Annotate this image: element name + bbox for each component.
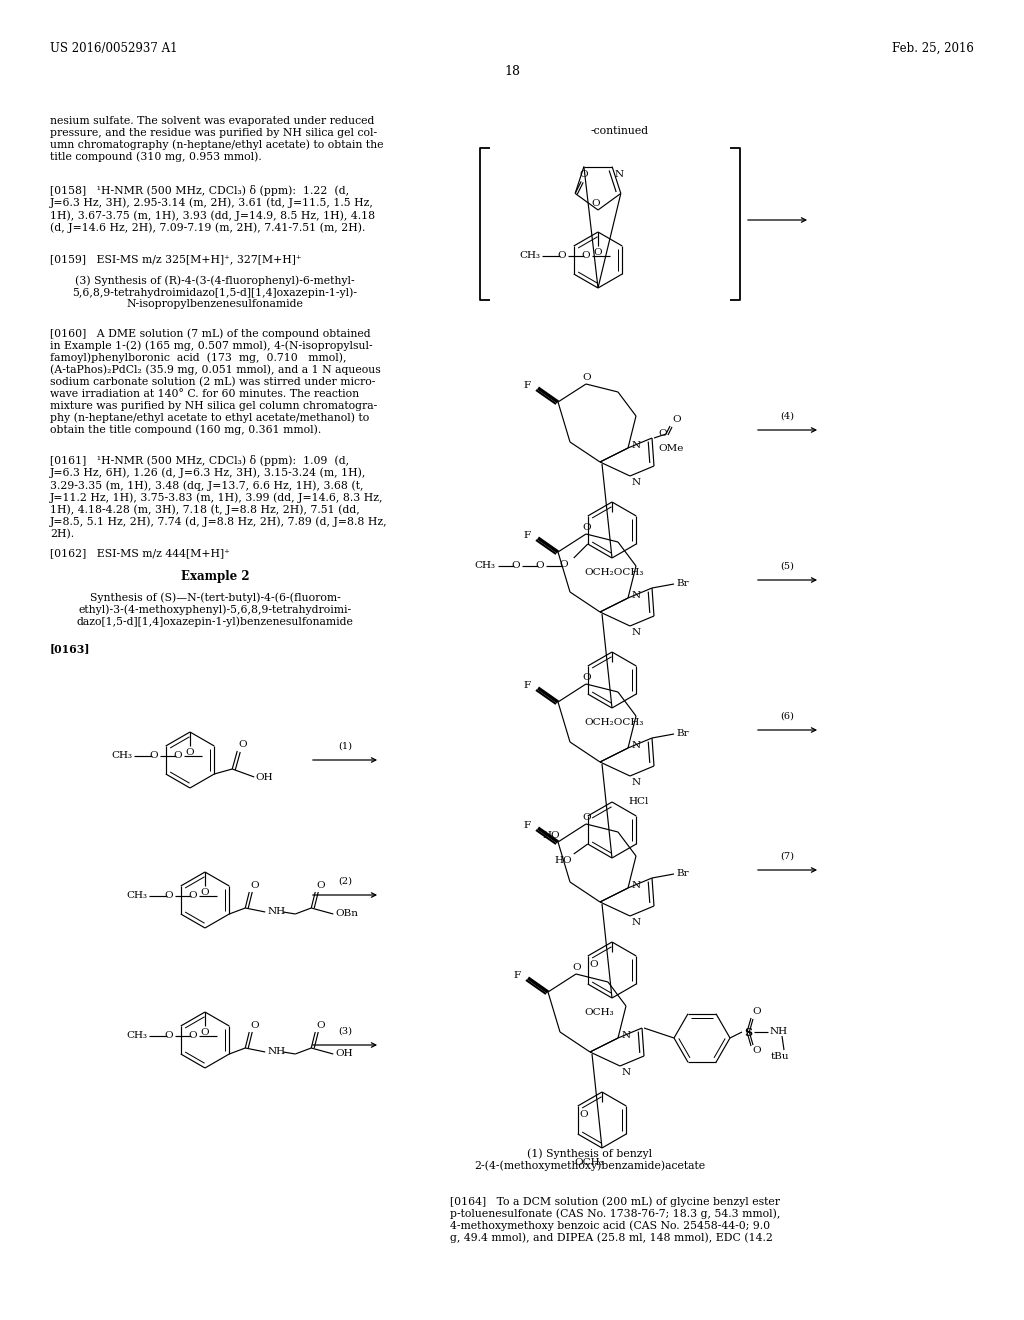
- Text: O: O: [201, 1028, 209, 1038]
- Text: O: O: [250, 1020, 259, 1030]
- Text: OCH₂OCH₃: OCH₂OCH₃: [584, 568, 643, 577]
- Text: F: F: [524, 821, 531, 830]
- Text: O: O: [165, 1031, 173, 1040]
- Text: Example 2: Example 2: [180, 570, 249, 583]
- Text: O: O: [559, 560, 567, 569]
- Text: CH₃: CH₃: [126, 891, 147, 900]
- Text: OCH₃: OCH₃: [574, 1158, 603, 1167]
- Text: N: N: [632, 917, 641, 927]
- Text: CH₃: CH₃: [111, 751, 132, 760]
- Text: O: O: [557, 252, 566, 260]
- Text: N: N: [614, 169, 624, 178]
- Text: O: O: [582, 252, 590, 260]
- Text: O: O: [752, 1045, 761, 1055]
- Text: CH₃: CH₃: [475, 561, 496, 570]
- Text: OH: OH: [255, 772, 272, 781]
- Text: [0163]: [0163]: [50, 643, 90, 653]
- Text: O: O: [594, 248, 602, 257]
- Text: O: O: [536, 561, 544, 570]
- Text: nesium sulfate. The solvent was evaporated under reduced
pressure, and the resid: nesium sulfate. The solvent was evaporat…: [50, 116, 384, 162]
- Text: OH: OH: [335, 1049, 353, 1059]
- Text: (2): (2): [338, 876, 352, 886]
- Text: (3): (3): [338, 1027, 352, 1036]
- Text: (1): (1): [338, 742, 352, 751]
- Text: O: O: [173, 751, 182, 760]
- Text: O: O: [658, 429, 667, 438]
- Text: O: O: [592, 199, 600, 209]
- Text: -continued: -continued: [591, 125, 649, 136]
- Text: HCl: HCl: [628, 797, 648, 807]
- Text: [0162]   ESI-MS m/z 444[M+H]⁺: [0162] ESI-MS m/z 444[M+H]⁺: [50, 548, 229, 558]
- Text: F: F: [514, 972, 521, 981]
- Text: O: O: [165, 891, 173, 900]
- Text: NH: NH: [267, 1048, 286, 1056]
- Text: O: O: [316, 880, 325, 890]
- Text: 18: 18: [504, 65, 520, 78]
- Text: (7): (7): [780, 851, 795, 861]
- Text: O: O: [672, 414, 681, 424]
- Text: O: O: [572, 964, 582, 972]
- Text: N: N: [622, 1068, 631, 1077]
- Text: HO: HO: [543, 832, 560, 841]
- Text: O: O: [150, 751, 158, 760]
- Text: Br: Br: [676, 730, 688, 738]
- Text: [0164]   To a DCM solution (200 mL) of glycine benzyl ester
p-toluenesulfonate (: [0164] To a DCM solution (200 mL) of gly…: [450, 1196, 780, 1243]
- Text: (6): (6): [780, 711, 795, 721]
- Text: N: N: [632, 880, 641, 890]
- Text: O: O: [583, 374, 591, 381]
- Text: NH: NH: [267, 908, 286, 916]
- Text: O: O: [316, 1020, 325, 1030]
- Text: F: F: [524, 532, 531, 540]
- Text: O: O: [185, 748, 195, 756]
- Text: OBn: OBn: [335, 909, 358, 919]
- Text: tBu: tBu: [771, 1052, 790, 1061]
- Text: Synthesis of (S)—N-(tert-butyl)-4-(6-(fluorom-
ethyl)-3-(4-methoxyphenyl)-5,6,8,: Synthesis of (S)—N-(tert-butyl)-4-(6-(fl…: [77, 591, 353, 627]
- Text: N: N: [632, 441, 641, 450]
- Text: N: N: [632, 741, 641, 750]
- Text: OMe: OMe: [658, 444, 683, 453]
- Text: Br: Br: [676, 579, 688, 589]
- Text: O: O: [188, 1031, 197, 1040]
- Text: (5): (5): [780, 562, 795, 572]
- Text: O: O: [583, 813, 591, 822]
- Text: N: N: [632, 590, 641, 599]
- Text: [0159]   ESI-MS m/z 325[M+H]⁺, 327[M+H]⁺: [0159] ESI-MS m/z 325[M+H]⁺, 327[M+H]⁺: [50, 253, 302, 264]
- Text: Feb. 25, 2016: Feb. 25, 2016: [892, 42, 974, 55]
- Text: N: N: [622, 1031, 631, 1040]
- Text: O: O: [752, 1007, 761, 1016]
- Text: US 2016/0052937 A1: US 2016/0052937 A1: [50, 42, 177, 55]
- Text: CH₃: CH₃: [126, 1031, 147, 1040]
- Text: OCH₂OCH₃: OCH₂OCH₃: [584, 718, 643, 727]
- Text: O: O: [188, 891, 197, 900]
- Text: F: F: [524, 381, 531, 391]
- Text: O: O: [580, 1110, 589, 1119]
- Text: [0161]   ¹H-NMR (500 MHz, CDCl₃) δ (ppm):  1.09  (d,
J=6.3 Hz, 6H), 1.26 (d, J=6: [0161] ¹H-NMR (500 MHz, CDCl₃) δ (ppm): …: [50, 455, 388, 540]
- Text: [0158]   ¹H-NMR (500 MHz, CDCl₃) δ (ppm):  1.22  (d,
J=6.3 Hz, 3H), 2.95-3.14 (m: [0158] ¹H-NMR (500 MHz, CDCl₃) δ (ppm): …: [50, 185, 375, 232]
- Text: S: S: [744, 1027, 752, 1038]
- Text: N: N: [632, 478, 641, 487]
- Text: CH₃: CH₃: [519, 252, 540, 260]
- Text: NH: NH: [770, 1027, 788, 1036]
- Text: O: O: [583, 523, 591, 532]
- Text: N: N: [632, 777, 641, 787]
- Text: O: O: [201, 888, 209, 898]
- Text: O: O: [239, 741, 247, 748]
- Text: (3) Synthesis of (R)-4-(3-(4-fluorophenyl)-6-methyl-
5,6,8,9-tetrahydroimidazo[1: (3) Synthesis of (R)-4-(3-(4-fluoropheny…: [73, 275, 357, 309]
- Text: O: O: [511, 561, 520, 570]
- Text: (4): (4): [780, 412, 795, 421]
- Text: N: N: [632, 628, 641, 638]
- Text: O: O: [580, 170, 588, 180]
- Text: O: O: [590, 960, 598, 969]
- Text: F: F: [524, 681, 531, 690]
- Text: (1) Synthesis of benzyl
2-(4-(methoxymethoxy)benzamide)acetate: (1) Synthesis of benzyl 2-(4-(methoxymet…: [474, 1148, 706, 1171]
- Text: OCH₃: OCH₃: [584, 1008, 613, 1016]
- Text: [0160]   A DME solution (7 mL) of the compound obtained
in Example 1-(2) (165 mg: [0160] A DME solution (7 mL) of the comp…: [50, 327, 381, 436]
- Text: HO: HO: [554, 855, 571, 865]
- Text: O: O: [583, 673, 591, 682]
- Text: O: O: [250, 880, 259, 890]
- Text: Br: Br: [676, 870, 688, 879]
